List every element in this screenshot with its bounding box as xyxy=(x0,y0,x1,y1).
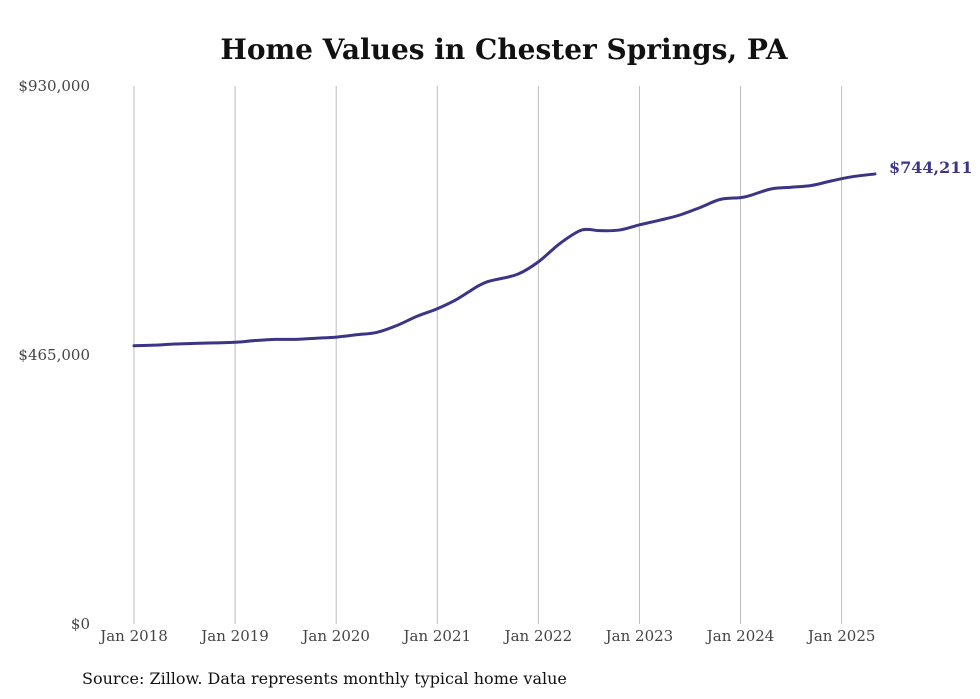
series-lines: $744,211 xyxy=(132,158,973,348)
x-tick-label: Jan 2023 xyxy=(604,627,674,645)
end-value-label: $744,211 xyxy=(889,158,973,177)
y-axis-ticks: $0 $465,000 $930,000 xyxy=(18,77,90,633)
x-tick-label: Jan 2020 xyxy=(300,627,370,645)
x-tick-label: Jan 2022 xyxy=(503,627,573,645)
x-axis-ticks: Jan 2018 Jan 2019 Jan 2020 Jan 2021 Jan 2022… xyxy=(98,627,875,645)
x-tick-label: Jan 2021 xyxy=(401,627,471,645)
x-tick-label: Jan 2018 xyxy=(98,627,168,645)
y-tick-label: $465,000 xyxy=(18,346,90,364)
source-note: Source: Zillow. Data represents monthly … xyxy=(82,669,567,688)
x-tick-label: Jan 2024 xyxy=(705,627,775,645)
y-tick-label: $0 xyxy=(71,615,90,633)
series-line xyxy=(132,172,877,348)
grid-lines xyxy=(133,86,843,624)
chart-title: Home Values in Chester Springs, PA xyxy=(220,33,789,66)
x-tick-label: Jan 2025 xyxy=(806,627,876,645)
x-tick-label: Jan 2019 xyxy=(199,627,269,645)
y-tick-label: $930,000 xyxy=(18,77,90,95)
